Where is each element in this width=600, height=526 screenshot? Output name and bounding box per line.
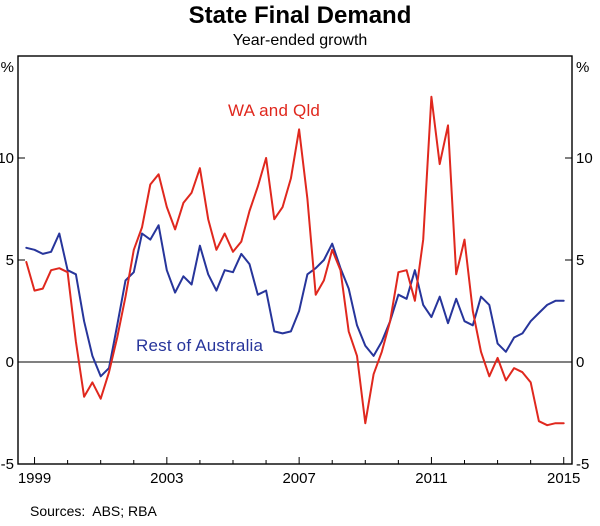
x-axis-tick-label: 2007	[282, 470, 315, 487]
chart-subtitle: Year-ended growth	[232, 32, 368, 49]
y-axis-tick-label-left: -5	[1, 456, 14, 473]
y-axis-tick-label-left: 10	[0, 150, 14, 167]
y-axis-tick-label-right: 5	[576, 252, 584, 269]
y-axis-tick-label-right: 10	[576, 150, 593, 167]
sources-note: Sources: ABS; RBA	[30, 503, 157, 519]
plot-border	[17, 55, 573, 465]
series-label-rest-of-australia: Rest of Australia	[136, 336, 264, 355]
y-axis-tick-label-right: -5	[576, 456, 589, 473]
y-axis-unit-left: %	[1, 59, 14, 76]
x-axis-tick-label: 2015	[547, 470, 580, 487]
y-axis-tick-label-left: 0	[6, 354, 14, 371]
series-label-wa-qld: WA and Qld	[228, 101, 321, 120]
x-axis-tick-label: 2011	[415, 470, 447, 487]
y-axis-tick-label-right: 0	[576, 354, 584, 371]
y-axis-tick-label-left: 5	[6, 252, 14, 269]
chart-title: State Final Demand	[188, 2, 412, 29]
x-axis-tick-label: 2003	[150, 470, 183, 487]
x-axis-tick-label: 1999	[18, 470, 51, 487]
line-series-wa-and-qld	[25, 95, 565, 427]
line-series-rest-of-australia	[25, 224, 565, 378]
y-axis-unit-right: %	[576, 59, 589, 76]
